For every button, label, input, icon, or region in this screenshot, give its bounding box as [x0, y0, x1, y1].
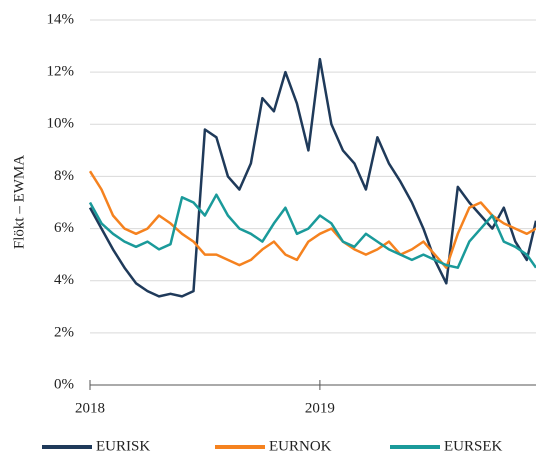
y-tick-label: 4% — [54, 272, 74, 288]
series-line — [88, 170, 536, 269]
y-tick-label: 14% — [47, 11, 75, 27]
x-tick-label: 2019 — [305, 400, 335, 416]
legend-label: EURNOK — [269, 438, 332, 454]
x-tick-label: 2018 — [75, 400, 105, 416]
y-tick-label: 8% — [54, 168, 74, 184]
y-tick-label: 10% — [47, 116, 75, 132]
y-tick-label: 2% — [54, 324, 74, 340]
legend-label: EURSEK — [444, 438, 503, 454]
series-line — [88, 57, 536, 298]
legend-label: EURISK — [96, 438, 150, 454]
y-tick-label: 6% — [54, 220, 74, 236]
y-axis-label: Flökt – EWMA — [11, 155, 27, 249]
y-tick-label: 0% — [54, 376, 74, 392]
y-tick-label: 12% — [47, 64, 75, 80]
series-line — [88, 193, 536, 269]
